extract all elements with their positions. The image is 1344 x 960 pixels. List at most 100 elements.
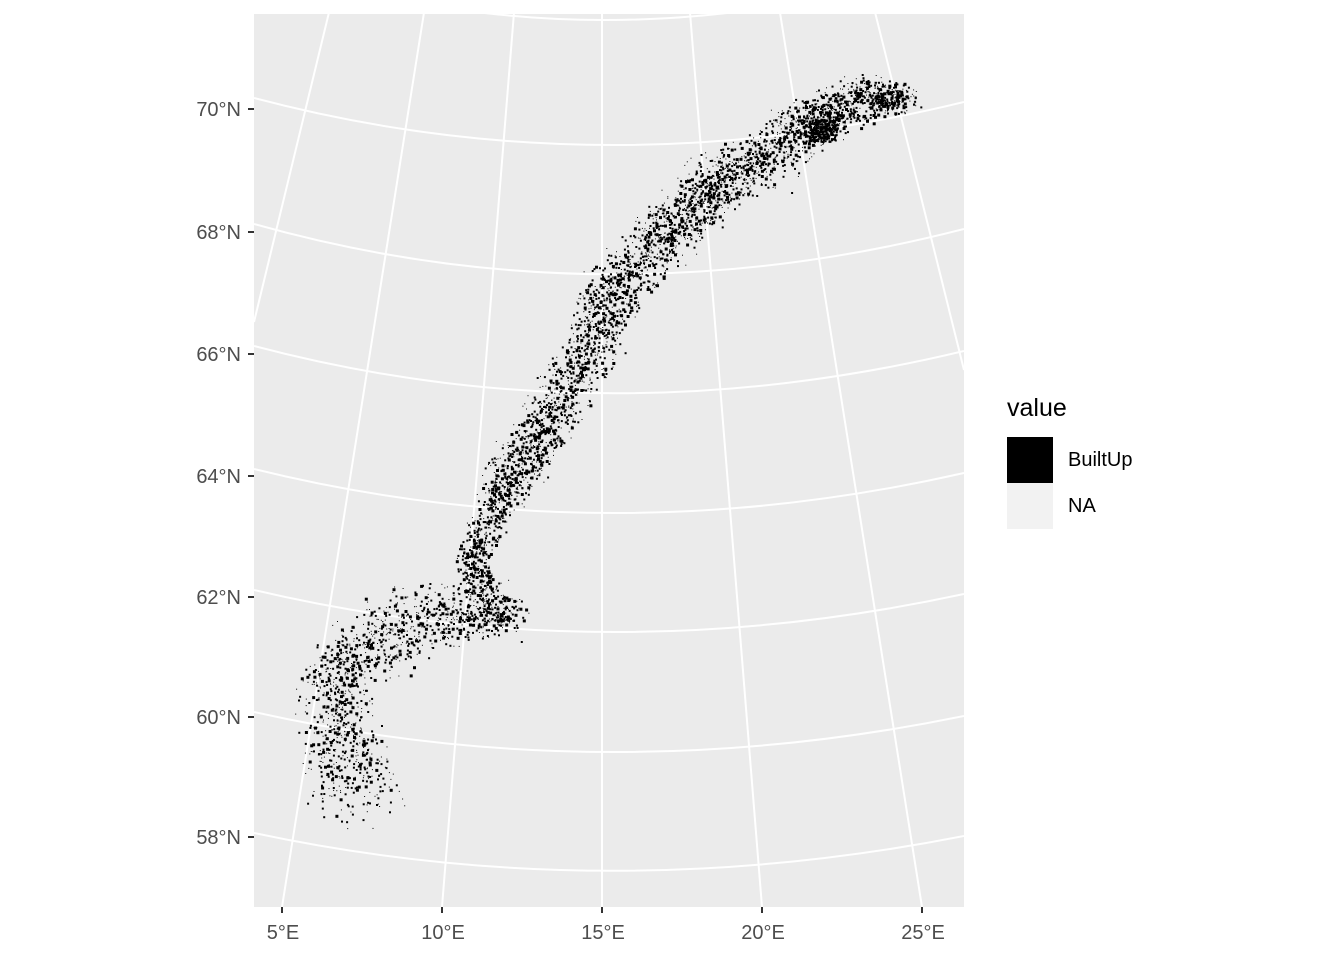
builtup-cell xyxy=(518,424,521,426)
builtup-cell xyxy=(774,142,776,144)
builtup-cell xyxy=(325,671,327,673)
builtup-cell xyxy=(674,198,677,201)
builtup-cell xyxy=(796,117,798,119)
builtup-cell xyxy=(759,160,762,163)
builtup-cell xyxy=(542,425,544,427)
builtup-cell xyxy=(828,110,831,113)
builtup-cell xyxy=(325,737,329,741)
builtup-cell xyxy=(485,532,487,534)
builtup-cell xyxy=(350,726,352,728)
builtup-cell xyxy=(400,631,403,634)
builtup-cell xyxy=(718,187,720,189)
builtup-cell xyxy=(672,237,675,239)
builtup-cell xyxy=(550,439,552,441)
builtup-cell xyxy=(486,602,489,604)
builtup-cell xyxy=(414,598,416,600)
builtup-cell xyxy=(371,730,374,733)
builtup-cell xyxy=(469,613,471,615)
builtup-cell xyxy=(348,689,350,691)
builtup-cell xyxy=(329,675,331,677)
builtup-cell xyxy=(481,637,484,640)
builtup-cell xyxy=(359,691,362,694)
builtup-cell xyxy=(550,434,552,436)
builtup-cell xyxy=(872,104,875,107)
builtup-cell xyxy=(521,463,523,465)
builtup-cell xyxy=(494,619,497,622)
builtup-cell xyxy=(782,164,785,167)
builtup-cell xyxy=(710,220,712,222)
builtup-cell xyxy=(353,661,355,664)
builtup-cell xyxy=(691,188,693,190)
builtup-cell xyxy=(647,240,648,242)
builtup-cell xyxy=(519,437,523,441)
builtup-cell xyxy=(575,349,579,353)
builtup-cell xyxy=(500,602,502,604)
builtup-cell xyxy=(586,361,590,365)
builtup-cell xyxy=(568,405,570,407)
builtup-cell xyxy=(763,138,766,141)
builtup-cell xyxy=(795,121,797,123)
builtup-cell xyxy=(587,288,590,291)
builtup-cell xyxy=(799,135,802,137)
builtup-cell xyxy=(698,161,701,164)
builtup-cell xyxy=(832,116,835,119)
builtup-cell xyxy=(342,660,344,662)
builtup-cell xyxy=(749,157,753,161)
builtup-cell xyxy=(705,157,707,159)
builtup-cell xyxy=(639,239,642,242)
builtup-cell xyxy=(699,223,702,226)
builtup-cell xyxy=(578,350,581,353)
builtup-cell xyxy=(536,413,539,416)
builtup-cell xyxy=(576,340,579,343)
builtup-cell xyxy=(610,254,613,257)
builtup-cell xyxy=(528,421,530,423)
builtup-cell xyxy=(359,771,362,774)
builtup-cell xyxy=(352,766,355,769)
builtup-cell xyxy=(802,119,806,123)
builtup-cell xyxy=(733,198,736,201)
builtup-cell xyxy=(489,527,491,529)
builtup-cell xyxy=(885,110,887,112)
builtup-cell xyxy=(521,482,522,483)
builtup-cell xyxy=(364,754,366,756)
builtup-cell xyxy=(298,699,300,702)
builtup-cell xyxy=(839,114,843,118)
builtup-cell xyxy=(514,491,516,493)
builtup-cell xyxy=(807,115,809,117)
builtup-cell xyxy=(554,442,557,445)
builtup-cell xyxy=(689,205,691,207)
builtup-cell xyxy=(685,212,688,215)
builtup-cell xyxy=(351,724,352,726)
builtup-cell xyxy=(542,385,544,387)
builtup-cell xyxy=(729,184,732,187)
builtup-cell xyxy=(771,141,774,144)
builtup-cell xyxy=(550,440,552,443)
builtup-cell xyxy=(550,382,552,384)
builtup-cell xyxy=(479,592,481,593)
builtup-cell xyxy=(395,603,398,606)
builtup-cell xyxy=(377,778,379,781)
builtup-cell xyxy=(643,230,645,232)
builtup-cell xyxy=(661,207,663,209)
builtup-cell xyxy=(644,262,646,264)
builtup-cell xyxy=(627,272,631,276)
builtup-cell xyxy=(556,438,557,440)
builtup-cell xyxy=(415,639,418,643)
builtup-cell xyxy=(655,263,658,266)
builtup-cell xyxy=(799,116,801,118)
builtup-cell xyxy=(676,212,680,216)
builtup-cell xyxy=(421,644,423,646)
builtup-cell xyxy=(643,262,645,265)
builtup-cell xyxy=(480,544,482,546)
builtup-cell xyxy=(862,79,865,82)
builtup-cell xyxy=(341,640,344,643)
builtup-cell xyxy=(781,113,783,116)
builtup-cell xyxy=(707,206,710,209)
builtup-cell xyxy=(515,479,518,482)
builtup-cell xyxy=(374,657,376,659)
builtup-cell xyxy=(339,720,342,723)
builtup-cell xyxy=(316,682,318,684)
builtup-cell xyxy=(708,196,711,198)
builtup-cell xyxy=(408,637,411,640)
builtup-cell xyxy=(693,204,696,207)
